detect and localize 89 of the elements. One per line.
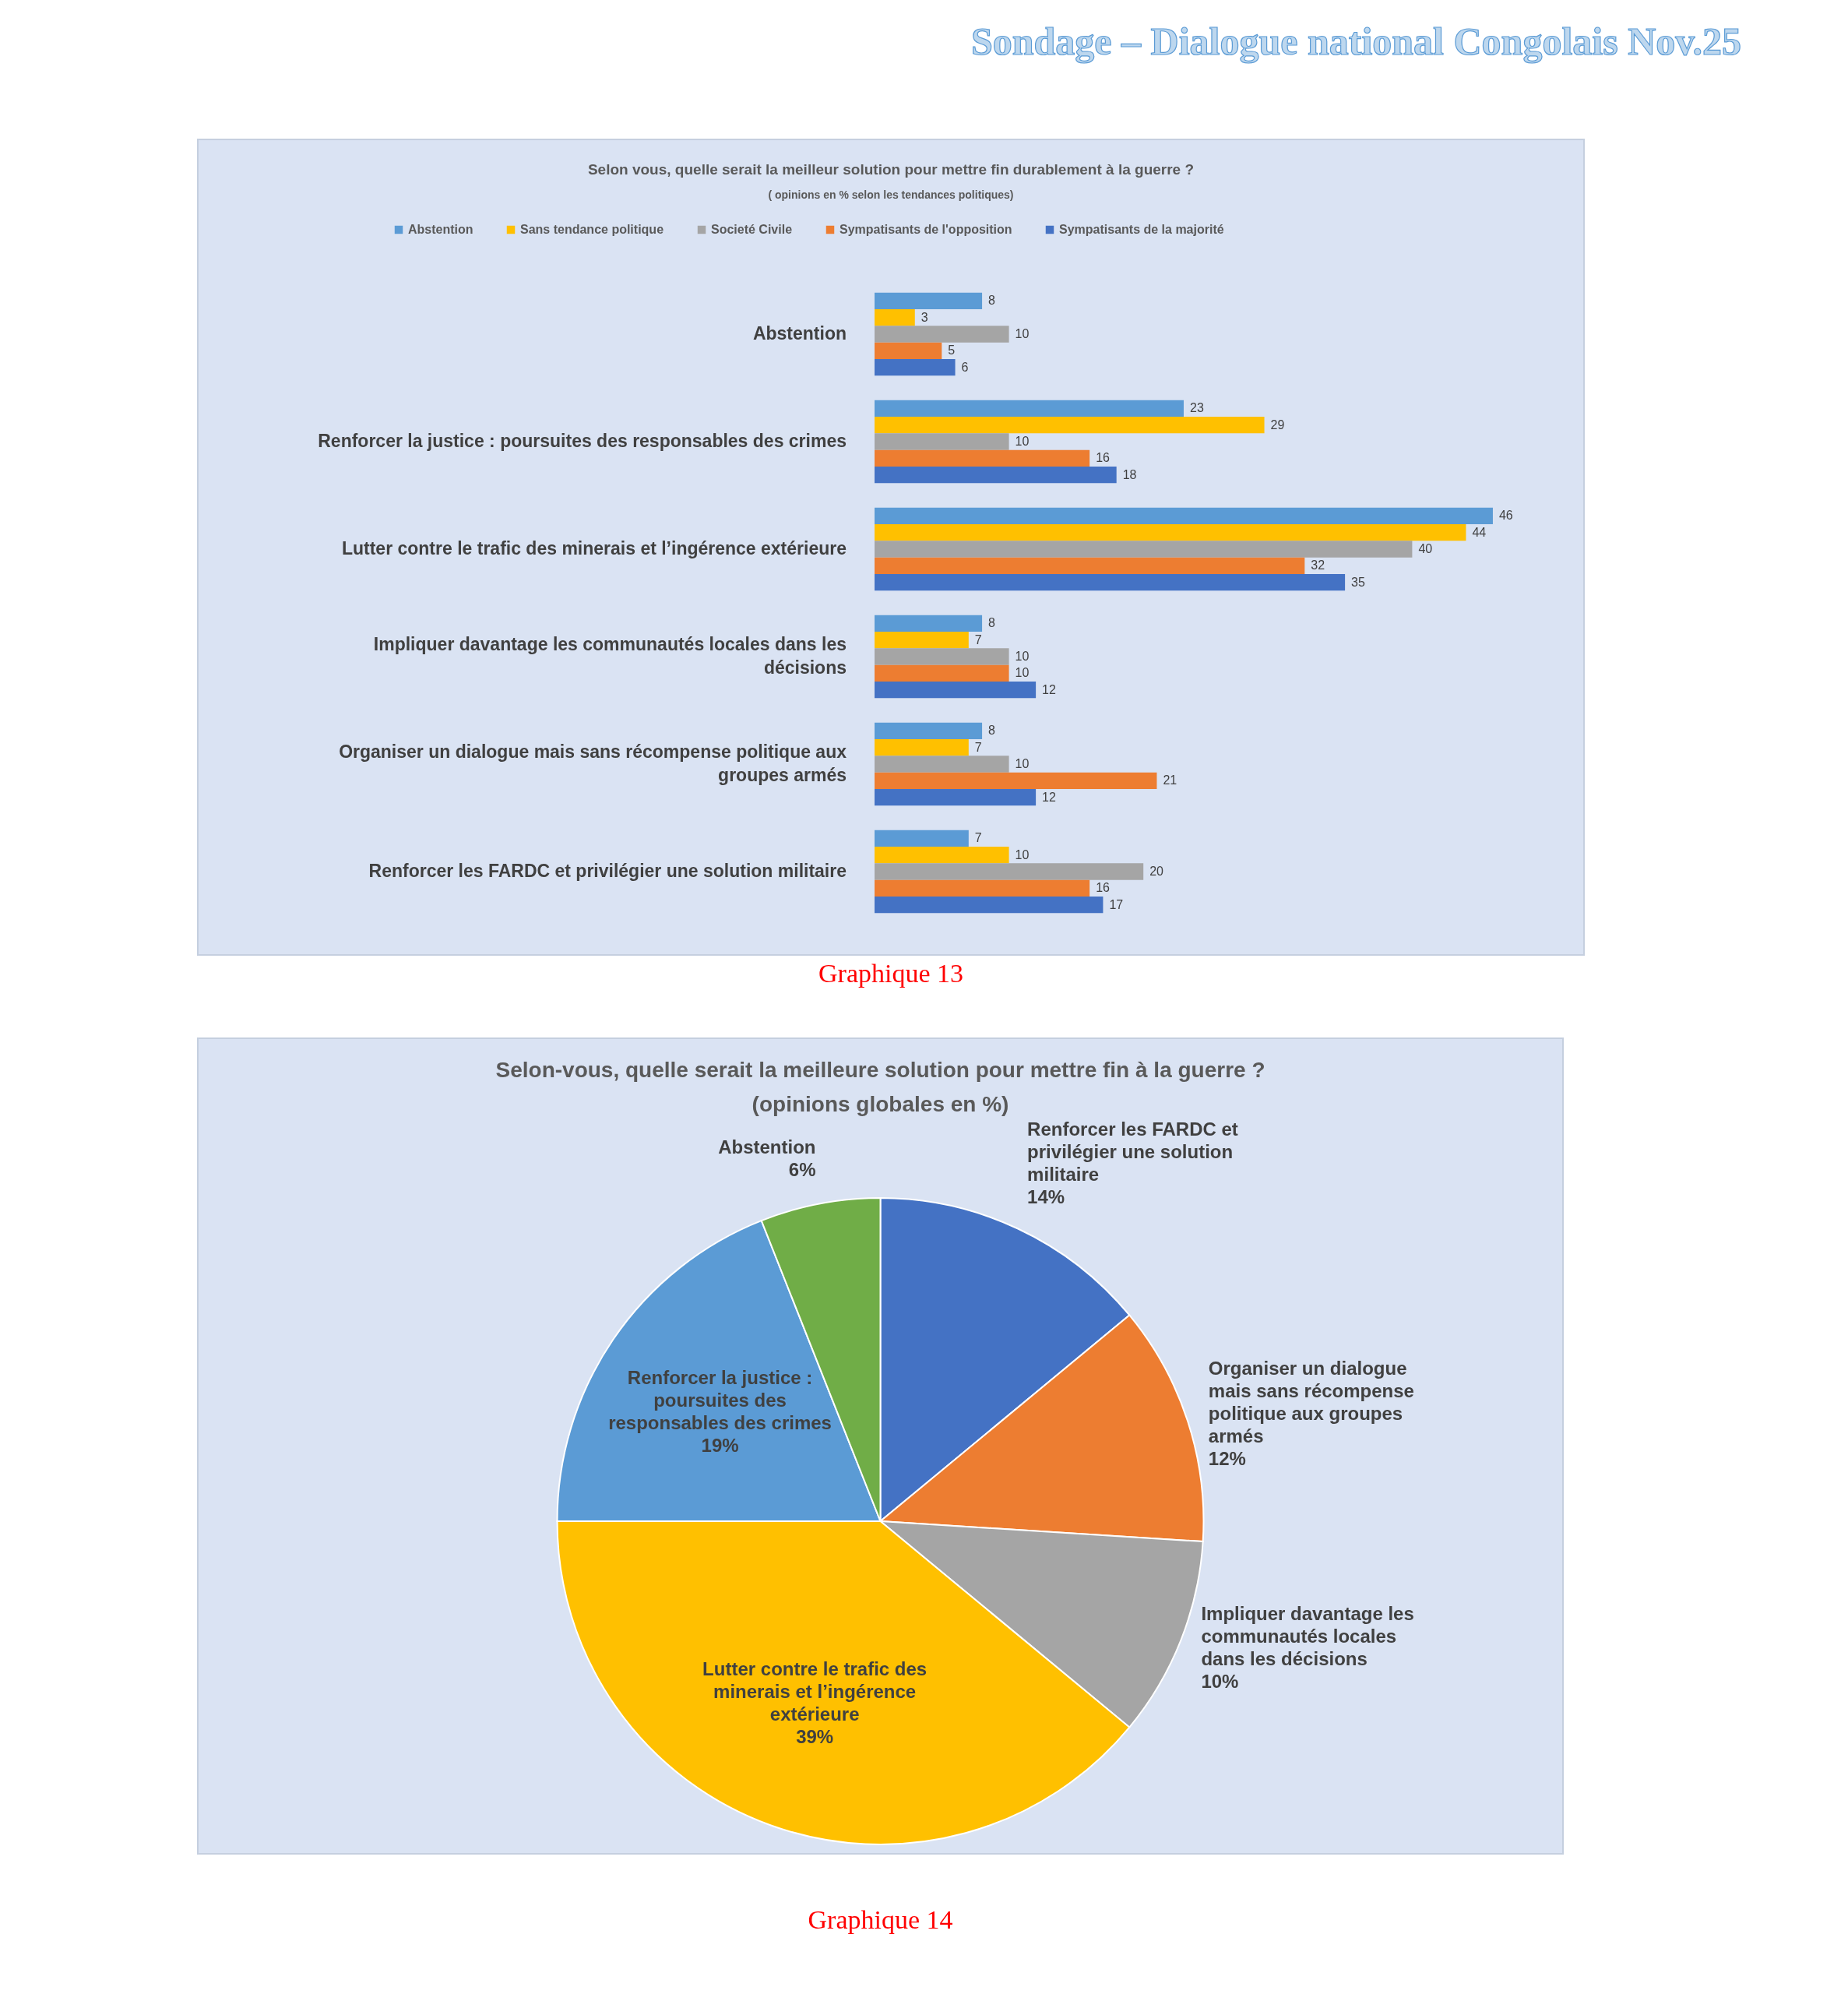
data-label: 29 — [1270, 417, 1285, 432]
text: Graphique 13 — [818, 959, 964, 988]
data-label: 12 — [1042, 790, 1057, 804]
data-label: 10 — [1015, 666, 1030, 680]
legend-label: Societé Civile — [711, 223, 793, 236]
bar — [875, 739, 969, 756]
data-label: 7 — [974, 740, 982, 754]
data-label: 10 — [1015, 435, 1030, 448]
bar — [875, 358, 956, 376]
slice-label: Renforcer les FARDC et privilégier une solution militaire — [1027, 1118, 1238, 1185]
bar — [875, 722, 983, 740]
bar — [875, 557, 1305, 574]
data-label: 8 — [988, 294, 996, 308]
bar — [875, 788, 1037, 806]
bar — [875, 615, 983, 632]
data-label: 18 — [1122, 467, 1137, 481]
y-tick-label: Renforcer les FARDC et privilégier une solution militaire — [368, 861, 847, 881]
bar — [875, 466, 1117, 484]
data-label: 10 — [1015, 650, 1030, 663]
data-label: 21 — [1163, 773, 1177, 787]
data-label: 32 — [1311, 558, 1325, 572]
chart-subtitle: (opinions globales en %) — [752, 1092, 1009, 1116]
y-tick-label: Lutter contre le trafic des minerais et l’ingérence extérieure — [341, 538, 847, 558]
bar — [875, 524, 1466, 541]
data-label: 16 — [1096, 881, 1111, 895]
bar — [875, 449, 1090, 467]
y-tick-label: Impliquer davantage les communautés locales dans les décisions — [373, 634, 847, 678]
y-tick-label: Renforcer la justice : poursuites des responsables des crimes — [318, 431, 847, 451]
data-label: 12 — [1042, 682, 1057, 696]
data-label: 23 — [1189, 401, 1204, 415]
data-label: 7 — [974, 831, 982, 845]
data-label: 7 — [974, 632, 982, 646]
slice-label: Organiser un dialogue mais sans récompense politique aux groupes armés — [1208, 1358, 1414, 1447]
bar — [875, 863, 1144, 880]
data-label: 5 — [948, 343, 956, 358]
bar — [875, 664, 1009, 682]
data-label: 3 — [920, 310, 928, 324]
data-label: 6% — [788, 1159, 816, 1181]
bar — [875, 896, 1104, 914]
chart-subtitle: ( opinions en % selon les tendances politiques) — [768, 188, 1014, 201]
legend-label: Abstention — [408, 223, 473, 236]
slice-label: Impliquer davantage les communautés locales dans les décisions — [1201, 1602, 1414, 1669]
data-label: 19% — [701, 1434, 739, 1456]
bar — [875, 417, 1265, 434]
data-label: 35 — [1351, 575, 1365, 589]
bar — [875, 292, 983, 310]
data-label: 44 — [1472, 525, 1487, 539]
data-label: 10 — [1015, 847, 1030, 861]
bar — [875, 309, 915, 326]
bar — [875, 433, 1009, 450]
data-label: 17 — [1109, 897, 1124, 911]
data-label: 8 — [988, 724, 996, 738]
bar — [875, 400, 1184, 417]
bar — [875, 879, 1090, 897]
chart-title: Selon vous, quelle serait la meilleur solution pour mettre fin durablement à la guerre ? — [587, 161, 1195, 178]
chart-title: Selon-vous, quelle serait la meilleure solution pour mettre fin à la guerre ? — [495, 1058, 1265, 1082]
bar — [875, 541, 1413, 558]
bar — [875, 648, 1009, 665]
data-label: 12% — [1208, 1448, 1246, 1470]
bar — [875, 632, 969, 649]
data-label: 10% — [1201, 1670, 1239, 1692]
data-label: 39% — [796, 1725, 834, 1747]
text: Sondage – Dialogue national Congolais Nov.25 — [970, 19, 1741, 63]
bar — [875, 830, 969, 847]
data-label: 16 — [1096, 451, 1111, 465]
bar — [875, 507, 1493, 525]
slice-label: Abstention — [718, 1136, 816, 1158]
bar — [875, 326, 1009, 343]
legend-label: Sympatisants de l'opposition — [840, 223, 1012, 236]
data-label: 20 — [1149, 865, 1164, 878]
bar — [875, 342, 942, 359]
y-tick-label: Organiser un dialogue mais sans récompense politique aux groupes armés — [339, 742, 847, 785]
data-label: 10 — [1015, 757, 1030, 770]
text: Graphique 14 — [808, 1905, 953, 1934]
data-label: 10 — [1015, 327, 1030, 340]
data-label: 46 — [1498, 509, 1513, 523]
bar — [875, 681, 1037, 699]
bar — [875, 847, 1009, 864]
data-label: 14% — [1027, 1185, 1065, 1207]
bar — [875, 573, 1346, 591]
data-label: 8 — [988, 616, 996, 630]
data-label: 6 — [961, 360, 969, 374]
slice-label: Lutter contre le trafic des minerais et l’ingérence extérieure — [702, 1658, 928, 1724]
data-label: 40 — [1418, 542, 1433, 555]
legend-label: Sans tendance politique — [520, 223, 664, 236]
legend-label: Sympatisants de la majorité — [1059, 223, 1224, 236]
bar — [875, 772, 1157, 789]
bar — [875, 756, 1009, 773]
y-tick-label: Abstention — [752, 323, 847, 343]
